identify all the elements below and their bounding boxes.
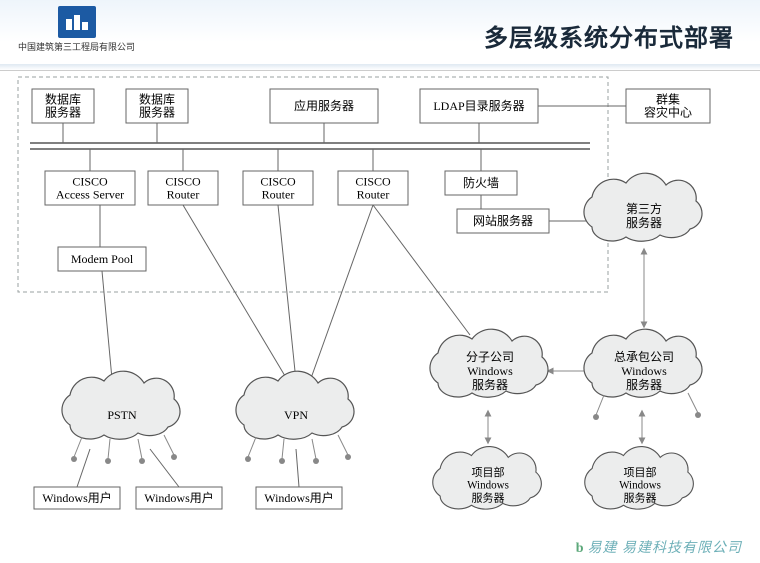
node-modem: Modem Pool: [58, 247, 146, 271]
node-cas: CISCOAccess Server: [45, 171, 135, 205]
node-cr3: CISCORouter: [338, 171, 408, 205]
svg-text:Windows用户: Windows用户: [42, 490, 112, 505]
svg-text:项目部: 项目部: [471, 465, 504, 479]
company-label: 中国建筑第三工程局有限公司: [18, 40, 135, 53]
svg-text:Router: Router: [357, 188, 390, 202]
node-wu2: Windows用户: [136, 487, 222, 509]
cloud-gc: 总承包公司 Windows 服务器: [584, 329, 702, 420]
svg-text:Windows用户: Windows用户: [144, 490, 214, 505]
svg-text:CISCO: CISCO: [72, 175, 108, 189]
svg-text:LDAP目录服务器: LDAP目录服务器: [433, 98, 524, 113]
node-ldap: LDAP目录服务器: [420, 89, 538, 123]
node-db2: 数据库服务器: [126, 89, 188, 123]
svg-text:总承包公司: 总承包公司: [614, 350, 674, 364]
svg-text:CISCO: CISCO: [355, 175, 391, 189]
svg-text:Router: Router: [167, 188, 200, 202]
svg-text:网站服务器: 网站服务器: [473, 213, 533, 228]
cloud-third-party: 第三方 服务器: [584, 173, 702, 241]
svg-text:VPN: VPN: [284, 408, 308, 422]
svg-text:数据库: 数据库: [139, 92, 175, 107]
svg-text:群集: 群集: [656, 92, 680, 107]
svg-text:Windows: Windows: [467, 364, 513, 378]
svg-text:容灾中心: 容灾中心: [644, 105, 692, 120]
node-app: 应用服务器: [270, 89, 378, 123]
svg-text:Windows: Windows: [621, 364, 667, 378]
cloud-vpn: VPN: [236, 371, 354, 464]
cloud-branch: 分子公司 Windows 服务器: [430, 329, 548, 397]
page-title: 多层级系统分布式部署: [484, 18, 734, 53]
cloud-proj2: 项目部 Windows 服务器: [585, 447, 694, 510]
svg-text:服务器: 服务器: [472, 377, 508, 392]
svg-text:CISCO: CISCO: [260, 175, 296, 189]
logo-icon: [58, 6, 96, 38]
node-dr: 群集容灾中心: [626, 89, 710, 123]
svg-text:服务器: 服务器: [626, 215, 662, 230]
node-wu3: Windows用户: [256, 487, 342, 509]
logo-block: 中国建筑第三工程局有限公司: [18, 6, 135, 53]
node-fw: 防火墙: [445, 171, 517, 195]
svg-text:数据库: 数据库: [45, 92, 81, 107]
svg-text:项目部: 项目部: [623, 465, 656, 479]
node-db1: 数据库服务器: [32, 89, 94, 123]
svg-text:第三方: 第三方: [626, 201, 662, 216]
svg-text:服务器: 服务器: [139, 105, 175, 120]
svg-text:CISCO: CISCO: [165, 175, 201, 189]
svg-text:Access Server: Access Server: [56, 188, 124, 202]
cloud-pstn: PSTN: [62, 371, 180, 464]
svg-text:服务器: 服务器: [45, 105, 81, 120]
footer-brand-text: 易建 易建科技有限公司: [588, 541, 743, 556]
node-web: 网站服务器: [457, 209, 549, 233]
svg-text:分子公司: 分子公司: [466, 350, 514, 364]
svg-text:应用服务器: 应用服务器: [294, 98, 354, 113]
svg-text:服务器: 服务器: [626, 377, 662, 392]
cloud-proj1: 项目部 Windows 服务器: [433, 447, 542, 510]
node-cr2: CISCORouter: [243, 171, 313, 205]
architecture-diagram: 第三方 服务器 PSTN VPN 分子公司 Windows 服务器 总承包公司 …: [0, 71, 760, 541]
svg-text:PSTN: PSTN: [107, 408, 137, 422]
svg-text:服务器: 服务器: [471, 492, 504, 505]
svg-text:Windows: Windows: [467, 480, 509, 492]
svg-text:Windows用户: Windows用户: [264, 490, 334, 505]
footer-brand: b易建 易建科技有限公司: [576, 537, 742, 557]
footer-brand-icon: b: [576, 541, 585, 556]
svg-text:Windows: Windows: [619, 480, 661, 492]
node-cr1: CISCORouter: [148, 171, 218, 205]
slide-header: 中国建筑第三工程局有限公司 多层级系统分布式部署: [0, 0, 760, 71]
svg-text:Modem Pool: Modem Pool: [71, 252, 134, 266]
node-wu1: Windows用户: [34, 487, 120, 509]
svg-text:服务器: 服务器: [623, 492, 656, 505]
svg-text:Router: Router: [262, 188, 295, 202]
svg-text:防火墙: 防火墙: [463, 175, 499, 190]
